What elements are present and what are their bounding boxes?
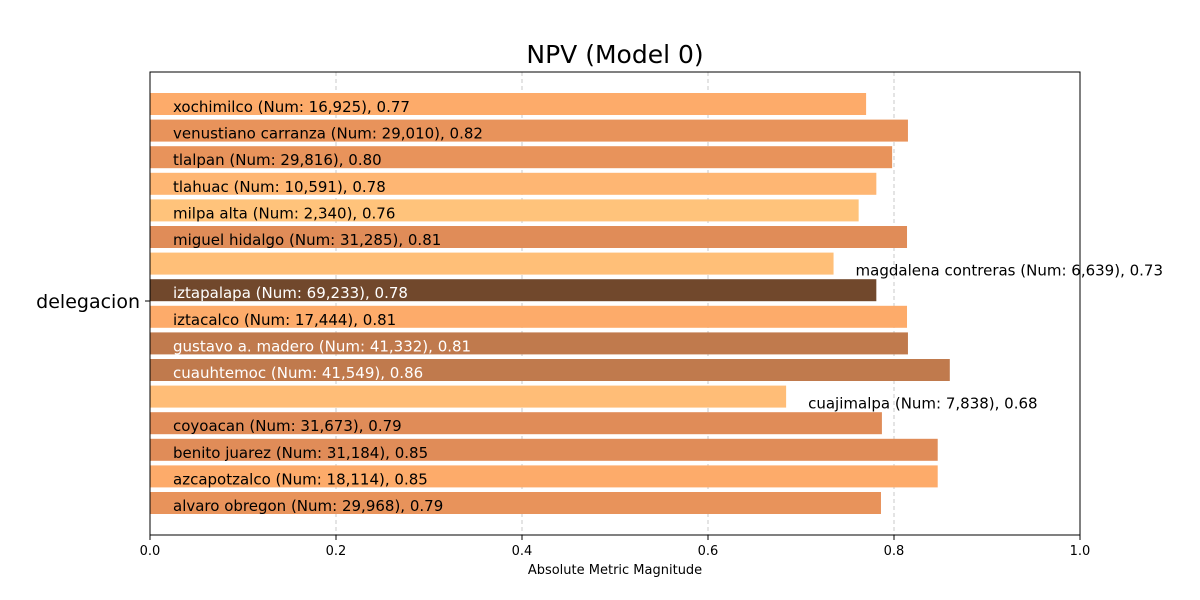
bar-label: gustavo a. madero (Num: 41,332), 0.81 xyxy=(173,337,471,355)
bar-label: azcapotzalco (Num: 18,114), 0.85 xyxy=(173,470,428,488)
bar xyxy=(150,93,867,115)
bar xyxy=(150,199,859,222)
bar-label: venustiano carranza (Num: 29,010), 0.82 xyxy=(173,125,483,143)
bar-label: tlalpan (Num: 29,816), 0.80 xyxy=(173,151,382,169)
chart-title: NPV (Model 0) xyxy=(526,40,703,69)
bar-label: iztapalapa (Num: 69,233), 0.78 xyxy=(173,284,408,302)
bar-label: alvaro obregon (Num: 29,968), 0.79 xyxy=(173,497,443,515)
bar xyxy=(150,172,877,195)
bar xyxy=(150,492,881,514)
bar xyxy=(150,359,950,381)
bar-label: coyoacan (Num: 31,673), 0.79 xyxy=(173,417,402,435)
x-tick-label: 0.6 xyxy=(698,544,719,559)
x-ticks: 0.0 0.2 0.4 0.6 0.8 1.0 xyxy=(140,535,1091,559)
bar xyxy=(150,465,938,488)
bar xyxy=(150,305,908,328)
bar xyxy=(150,438,938,461)
bar-label: magdalena contreras (Num: 6,639), 0.73 xyxy=(856,262,1163,280)
bar-label: cuajimalpa (Num: 7,838), 0.68 xyxy=(808,395,1037,413)
y-axis-label: delegacion xyxy=(36,291,140,313)
bar-label: milpa alta (Num: 2,340), 0.76 xyxy=(173,204,395,222)
bar xyxy=(150,385,787,408)
bar xyxy=(150,332,908,355)
x-tick-label: 0.2 xyxy=(326,544,347,559)
bar xyxy=(150,252,834,275)
bar-label: xochimilco (Num: 16,925), 0.77 xyxy=(173,98,410,116)
x-tick-label: 0.8 xyxy=(884,544,905,559)
bar-label: iztacalco (Num: 17,444), 0.81 xyxy=(173,311,396,329)
bar xyxy=(150,119,908,142)
bar xyxy=(150,226,908,248)
bar-label: benito juarez (Num: 31,184), 0.85 xyxy=(173,444,428,462)
x-tick-label: 0.4 xyxy=(512,544,533,559)
plot-frame xyxy=(149,71,1081,536)
x-tick-label: 1.0 xyxy=(1070,544,1091,559)
bar xyxy=(150,412,882,435)
x-axis-label: Absolute Metric Magnitude xyxy=(528,563,702,578)
bar-label: miguel hidalgo (Num: 31,285), 0.81 xyxy=(173,231,441,249)
bar-label: cuauhtemoc (Num: 41,549), 0.86 xyxy=(173,364,423,382)
bar xyxy=(150,279,877,302)
bar-label: tlahuac (Num: 10,591), 0.78 xyxy=(173,178,386,196)
x-tick-label: 0.0 xyxy=(140,544,161,559)
bars: xochimilco (Num: 16,925), 0.77 venustiano… xyxy=(150,93,1163,515)
bar xyxy=(150,146,893,169)
